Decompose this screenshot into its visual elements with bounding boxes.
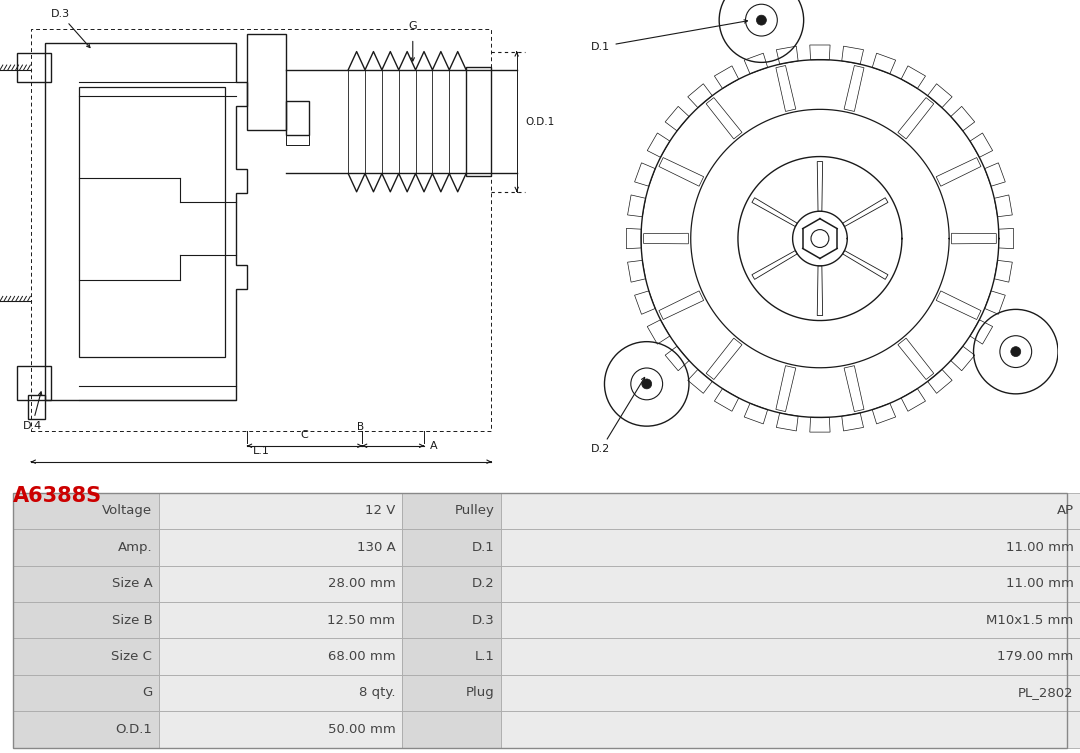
Text: 179.00 mm: 179.00 mm [997, 650, 1074, 663]
Bar [402, 529, 501, 566]
Bar [79, 87, 225, 357]
Text: L.1: L.1 [253, 446, 270, 456]
Text: G: G [143, 687, 152, 700]
Bar [13, 711, 159, 748]
Text: O.D.1: O.D.1 [525, 117, 554, 127]
Text: Amp.: Amp. [118, 541, 152, 554]
Bar [159, 602, 402, 639]
Bar [501, 492, 1080, 529]
Bar [13, 675, 159, 711]
Bar [13, 529, 159, 566]
Text: Plug: Plug [465, 687, 495, 700]
Bar [501, 566, 1080, 602]
Text: D.2: D.2 [472, 578, 495, 590]
Bar [501, 639, 1080, 675]
Bar [402, 639, 501, 675]
Text: 50.00 mm: 50.00 mm [327, 723, 395, 736]
Bar [159, 675, 402, 711]
Bar [159, 529, 402, 566]
Text: G: G [408, 21, 417, 32]
Text: 11.00 mm: 11.00 mm [1005, 541, 1074, 554]
Text: 68.00 mm: 68.00 mm [327, 650, 395, 663]
Bar [402, 492, 501, 529]
Text: 130 A: 130 A [356, 541, 395, 554]
Text: 12.50 mm: 12.50 mm [327, 614, 395, 626]
Bar [159, 711, 402, 748]
Bar [159, 566, 402, 602]
Text: PL_2802: PL_2802 [1017, 687, 1074, 700]
Bar [13, 602, 159, 639]
Text: 8 qty.: 8 qty. [359, 687, 395, 700]
Text: 28.00 mm: 28.00 mm [327, 578, 395, 590]
Circle shape [1011, 346, 1021, 357]
Bar [28, 395, 45, 419]
Bar [17, 53, 51, 82]
Bar [286, 135, 309, 145]
Text: A6388S: A6388S [13, 486, 103, 506]
Text: Size B: Size B [111, 614, 152, 626]
Text: L.1: L.1 [475, 650, 495, 663]
Bar [501, 529, 1080, 566]
Text: D.1: D.1 [472, 541, 495, 554]
Text: D.3: D.3 [51, 9, 90, 47]
Text: C: C [301, 430, 309, 440]
Text: Size A: Size A [111, 578, 152, 590]
Bar [402, 675, 501, 711]
Text: A: A [430, 441, 437, 451]
Text: Voltage: Voltage [103, 505, 152, 517]
Text: Size C: Size C [111, 650, 152, 663]
Circle shape [756, 15, 767, 25]
Bar [402, 711, 501, 748]
Text: D.4: D.4 [23, 392, 42, 431]
Bar [402, 566, 501, 602]
Text: 11.00 mm: 11.00 mm [1005, 578, 1074, 590]
Bar [17, 366, 51, 400]
Text: B: B [357, 422, 364, 431]
Text: M10x1.5 mm: M10x1.5 mm [986, 614, 1074, 626]
Circle shape [642, 379, 651, 389]
Bar [501, 711, 1080, 748]
Bar [402, 602, 501, 639]
Text: O.D.1: O.D.1 [116, 723, 152, 736]
Bar [13, 492, 159, 529]
Bar [13, 566, 159, 602]
Text: Pulley: Pulley [455, 505, 495, 517]
Text: D.2: D.2 [592, 377, 645, 454]
Bar [501, 675, 1080, 711]
Bar [247, 34, 286, 130]
Bar [501, 602, 1080, 639]
Bar [13, 639, 159, 675]
Bar [286, 101, 309, 135]
Bar [159, 492, 402, 529]
Text: 12 V: 12 V [365, 505, 395, 517]
Text: D.1: D.1 [592, 20, 747, 52]
Text: AP: AP [1056, 505, 1074, 517]
Bar [159, 639, 402, 675]
Bar [467, 68, 491, 176]
Text: D.3: D.3 [472, 614, 495, 626]
